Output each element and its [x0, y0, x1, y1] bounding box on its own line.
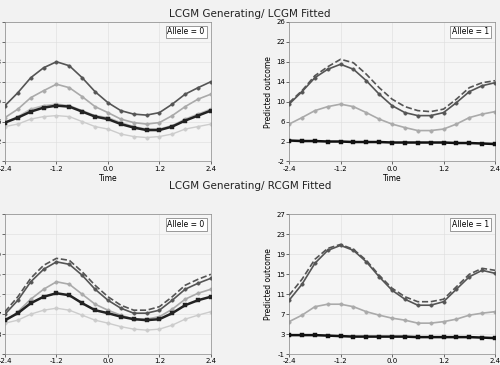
Text: Allele = 0: Allele = 0	[168, 27, 204, 36]
Y-axis label: Predicted outcome: Predicted outcome	[264, 248, 273, 320]
X-axis label: Time: Time	[98, 174, 117, 183]
Y-axis label: Predicted outcome: Predicted outcome	[264, 56, 273, 128]
Text: Allele = 1: Allele = 1	[452, 220, 489, 229]
X-axis label: Time: Time	[382, 174, 402, 183]
Text: Allele = 0: Allele = 0	[168, 220, 204, 229]
Text: LCGM Generating/ RCGM Fitted: LCGM Generating/ RCGM Fitted	[169, 181, 331, 191]
Text: LCGM Generating/ LCGM Fitted: LCGM Generating/ LCGM Fitted	[169, 9, 331, 19]
Text: Allele = 1: Allele = 1	[452, 27, 489, 36]
